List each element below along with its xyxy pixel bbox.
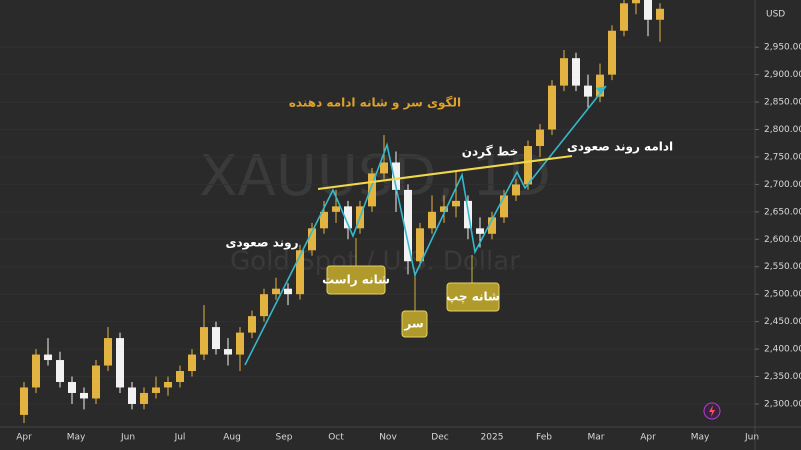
y-tick-label: 2,550.000 [764, 262, 801, 272]
candle-body [320, 211, 328, 229]
x-tick-label: 2025 [481, 433, 504, 443]
x-tick-label: Apr [16, 433, 32, 443]
candle-body [512, 184, 520, 196]
y-tick-label: 2,700.000 [764, 180, 801, 190]
candle-body [236, 332, 244, 355]
x-tick-label: Oct [328, 433, 344, 443]
candle-body [32, 354, 40, 388]
y-tick-label: 2,800.000 [764, 125, 801, 135]
candle-body [524, 145, 532, 185]
right-shoulder-label: شانه راست [322, 273, 390, 287]
y-tick-label: 2,300.000 [764, 399, 801, 409]
candle-body [476, 228, 484, 234]
candle-body [164, 381, 172, 388]
candle-body [380, 162, 388, 174]
candle-body [248, 316, 256, 333]
candle-body [176, 371, 184, 382]
candle-body [260, 294, 268, 317]
uptrend-label: روند صعودی [225, 236, 298, 251]
candle-body [200, 327, 208, 355]
x-tick-label: May [691, 433, 710, 443]
candle-body [368, 173, 376, 207]
x-tick-label: Dec [431, 433, 448, 443]
head-label: سر [403, 317, 423, 331]
candle-body [620, 3, 628, 31]
x-tick-label: Sep [276, 433, 293, 443]
candle-body [92, 365, 100, 399]
candle-body [632, 0, 640, 4]
candle-body [488, 217, 496, 234]
y-tick-label: 2,500.000 [764, 290, 801, 300]
candle-body [656, 8, 664, 20]
candle-body [224, 349, 232, 355]
left-shoulder-label: شانه چپ [446, 290, 500, 304]
neckline-label: خط گردن [462, 145, 519, 159]
continuation-label: ادامه روند صعودی [567, 140, 673, 155]
candle-body [416, 228, 424, 262]
y-tick-label: 2,350.000 [764, 372, 801, 382]
candle-body [572, 58, 580, 86]
x-tick-label: Feb [536, 433, 552, 443]
candle-body [296, 250, 304, 295]
zigzag [244, 85, 607, 366]
x-tick-label: Jun [744, 433, 759, 443]
candle-body [584, 85, 592, 97]
candle-body [80, 392, 88, 399]
chart-title: الگوی سر و شانه ادامه دهنده [289, 96, 461, 111]
candle-body [560, 58, 568, 86]
candle-body [116, 338, 124, 388]
candle-body [284, 288, 292, 295]
arrow-head [596, 86, 606, 95]
candle-body [44, 354, 52, 361]
candle-body [344, 206, 352, 229]
y-tick-label: 2,900.000 [764, 70, 801, 80]
candle-body [428, 211, 436, 229]
candle-body [596, 74, 604, 97]
candle-body [68, 381, 76, 393]
y-tick-label: 2,750.000 [764, 152, 801, 162]
candle-body [548, 85, 556, 130]
y-tick-label: 2,600.000 [764, 235, 801, 245]
y-tick-label: 2,450.000 [764, 317, 801, 327]
y-tick-label: 2,850.000 [764, 98, 801, 108]
candle-body [452, 200, 460, 207]
x-tick-label: Jul [174, 433, 186, 443]
label-box [446, 282, 500, 312]
y-tick-label: 2,650.000 [764, 207, 801, 217]
x-tick-label: Apr [640, 433, 656, 443]
y-tick-label: 2,950.000 [764, 43, 801, 53]
y-tick-label: 2,400.000 [764, 345, 801, 355]
candle-body [500, 195, 508, 218]
candle-body [128, 387, 136, 404]
label-box [326, 265, 386, 295]
candle-body [212, 327, 220, 350]
neckline [317, 155, 573, 190]
candle-body [404, 189, 412, 262]
candle-body [608, 30, 616, 75]
candle-body [332, 206, 340, 212]
candle-body [140, 392, 148, 404]
candle-body [392, 162, 400, 190]
candle-body [536, 129, 544, 146]
candle-body [188, 354, 196, 372]
x-tick-label: Nov [379, 433, 397, 443]
candle-body [152, 387, 160, 393]
candle-body [644, 0, 652, 20]
currency: USD [766, 10, 785, 20]
candle-body [440, 206, 448, 212]
candle-body [104, 338, 112, 366]
x-tick-label: May [67, 433, 86, 443]
candle-body [56, 360, 64, 382]
x-tick-label: Mar [588, 433, 605, 443]
annotations: شانه راست سر شانه چپ الگوی سر و شانه ادا… [225, 85, 673, 366]
icon [709, 405, 715, 417]
label-box [401, 310, 428, 338]
candle-body [272, 288, 280, 295]
candle-body [308, 228, 316, 251]
candle-body [20, 387, 28, 415]
x-tick-label: Jun [120, 433, 135, 443]
x-tick-label: Aug [223, 433, 241, 443]
